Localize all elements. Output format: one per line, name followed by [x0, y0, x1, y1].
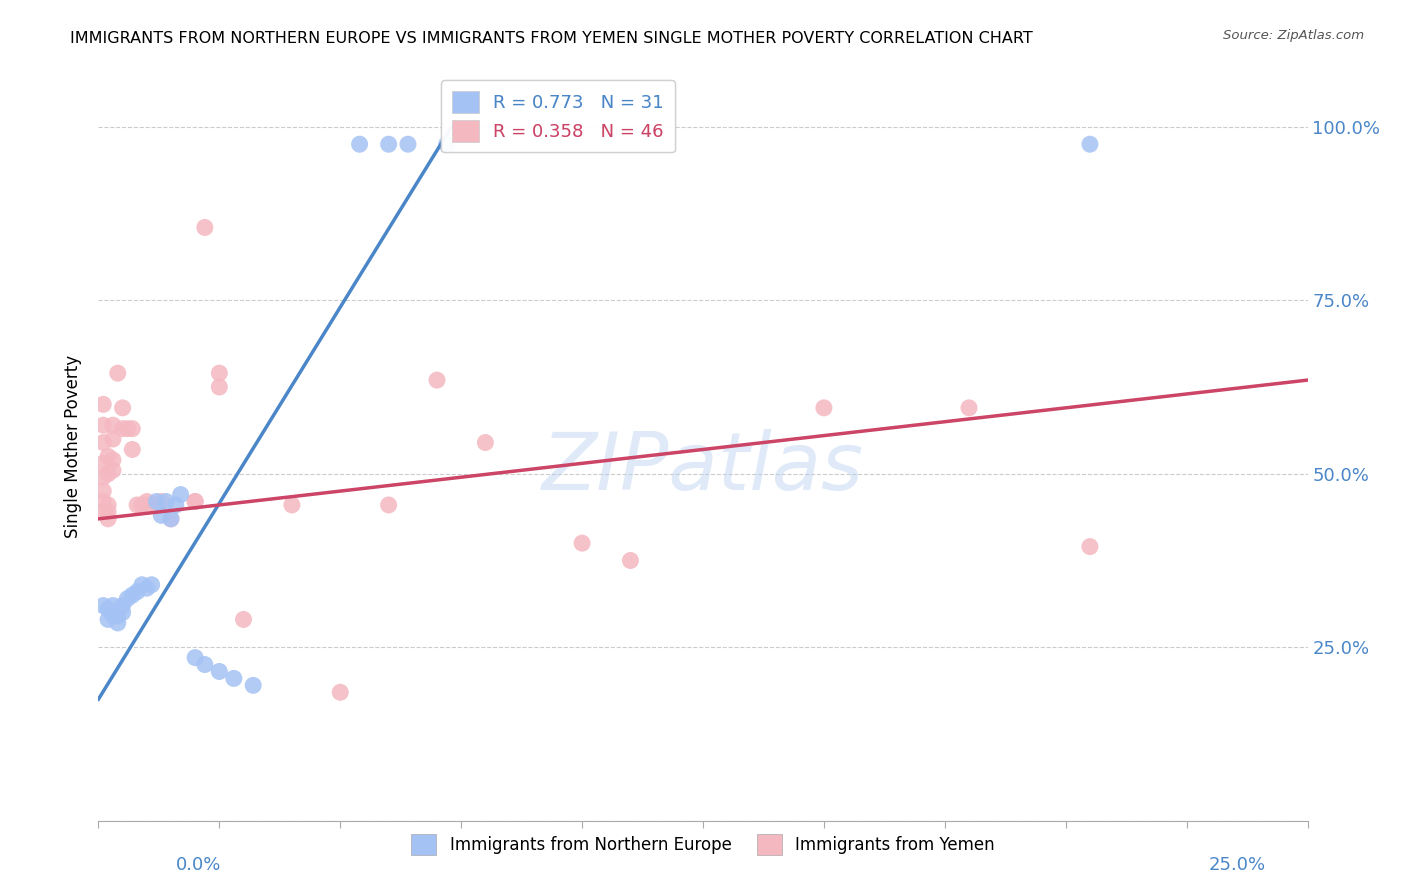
Text: IMMIGRANTS FROM NORTHERN EUROPE VS IMMIGRANTS FROM YEMEN SINGLE MOTHER POVERTY C: IMMIGRANTS FROM NORTHERN EUROPE VS IMMIG…: [70, 31, 1033, 46]
Point: [97, 602, 120, 616]
Point: [97, 498, 120, 512]
Point: [208, 665, 231, 679]
Point: [222, 672, 245, 686]
Point: [101, 599, 124, 613]
Text: 0.0%: 0.0%: [176, 855, 221, 873]
Point: [150, 508, 173, 523]
Point: [160, 512, 183, 526]
Point: [111, 599, 134, 613]
Point: [184, 494, 207, 508]
Point: [107, 609, 129, 624]
Point: [194, 657, 217, 672]
Point: [91, 470, 114, 484]
Point: [97, 450, 120, 464]
Point: [97, 467, 120, 481]
Point: [329, 685, 352, 699]
Point: [91, 456, 114, 470]
Point: [1078, 137, 1101, 152]
Point: [101, 418, 124, 433]
Point: [957, 401, 980, 415]
Text: 25.0%: 25.0%: [1208, 855, 1265, 873]
Point: [97, 512, 120, 526]
Point: [91, 397, 114, 411]
Point: [184, 650, 207, 665]
Point: [121, 442, 143, 457]
Point: [145, 498, 167, 512]
Point: [135, 581, 157, 595]
Point: [145, 494, 167, 508]
Point: [131, 578, 153, 592]
Point: [194, 220, 217, 235]
Text: Source: ZipAtlas.com: Source: ZipAtlas.com: [1223, 29, 1364, 42]
Point: [281, 498, 304, 512]
Point: [135, 494, 157, 508]
Point: [150, 494, 173, 508]
Y-axis label: Single Mother Poverty: Single Mother Poverty: [65, 354, 83, 538]
Point: [91, 505, 114, 519]
Point: [396, 137, 419, 152]
Point: [436, 137, 458, 152]
Point: [107, 615, 129, 630]
Point: [91, 599, 114, 613]
Point: [91, 494, 114, 508]
Legend: R = 0.773   N = 31, R = 0.358   N = 46: R = 0.773 N = 31, R = 0.358 N = 46: [441, 80, 675, 153]
Point: [91, 484, 114, 499]
Point: [131, 498, 153, 512]
Point: [571, 536, 593, 550]
Point: [377, 498, 399, 512]
Point: [813, 401, 835, 415]
Point: [619, 553, 641, 567]
Point: [111, 422, 134, 436]
Point: [121, 588, 143, 602]
Point: [91, 435, 114, 450]
Point: [111, 606, 134, 620]
Point: [155, 494, 177, 508]
Point: [1078, 540, 1101, 554]
Point: [165, 498, 187, 512]
Point: [377, 137, 399, 152]
Point: [141, 578, 163, 592]
Point: [208, 366, 231, 380]
Point: [117, 591, 139, 606]
Point: [426, 373, 449, 387]
Point: [117, 422, 139, 436]
Point: [101, 609, 124, 624]
Point: [97, 612, 120, 626]
Point: [127, 498, 149, 512]
Point: [91, 418, 114, 433]
Point: [101, 432, 124, 446]
Point: [169, 487, 191, 501]
Point: [232, 612, 254, 626]
Point: [101, 463, 124, 477]
Point: [121, 422, 143, 436]
Point: [135, 498, 157, 512]
Point: [127, 584, 149, 599]
Point: [208, 380, 231, 394]
Point: [97, 505, 120, 519]
Legend: Immigrants from Northern Europe, Immigrants from Yemen: Immigrants from Northern Europe, Immigra…: [405, 828, 1001, 862]
Point: [184, 494, 207, 508]
Text: ZIPatlas: ZIPatlas: [541, 429, 865, 508]
Point: [474, 435, 496, 450]
Point: [242, 678, 264, 692]
Point: [160, 512, 183, 526]
Point: [101, 453, 124, 467]
Point: [349, 137, 371, 152]
Point: [107, 366, 129, 380]
Point: [111, 401, 134, 415]
